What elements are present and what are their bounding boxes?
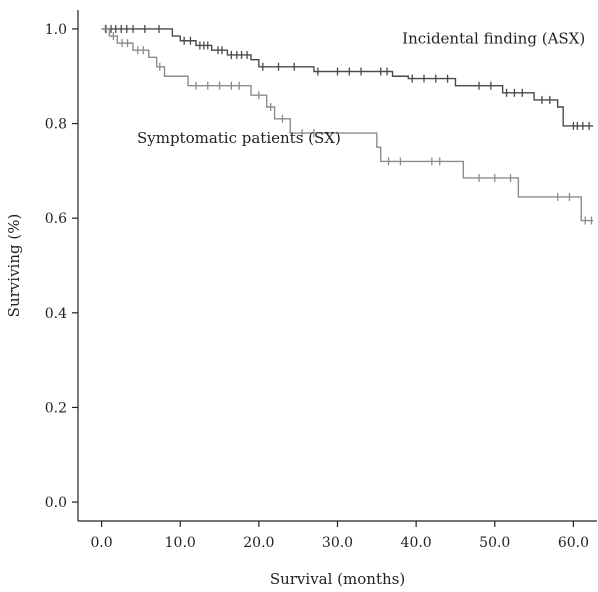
series-labels: Incidental finding (ASX) Symptomatic pat… xyxy=(137,29,585,146)
y-tick-label: 0.8 xyxy=(45,117,67,133)
series-incidental-finding xyxy=(101,24,594,130)
x-tick-label: 20.0 xyxy=(243,535,274,551)
y-axis-title: Surviving (%) xyxy=(5,214,23,318)
x-tick-label: 50.0 xyxy=(479,535,510,551)
survival-curve-line xyxy=(101,28,594,222)
y-ticks: 0.0 0.2 0.4 0.6 0.8 1.0 xyxy=(45,22,78,511)
series-layer xyxy=(101,24,594,225)
y-tick-label: 0.6 xyxy=(45,211,67,227)
survival-curve-line xyxy=(101,28,594,127)
x-tick-label: 10.0 xyxy=(165,535,196,551)
x-tick-label: 0.0 xyxy=(90,535,112,551)
annotation-incidental-finding: Incidental finding (ASX) xyxy=(402,29,585,47)
x-axis-title: Survival (months) xyxy=(270,570,405,588)
y-tick-label: 1.0 xyxy=(45,22,67,38)
y-tick-label: 0.4 xyxy=(45,306,67,322)
y-tick-label: 0.2 xyxy=(45,400,67,416)
annotation-symptomatic-patients: Symptomatic patients (SX) xyxy=(137,129,341,147)
x-tick-label: 40.0 xyxy=(401,535,432,551)
x-tick-label: 60.0 xyxy=(558,535,589,551)
x-tick-label: 30.0 xyxy=(322,535,353,551)
axes xyxy=(77,10,597,522)
series-symptomatic-patients xyxy=(101,24,594,225)
y-tick-label: 0.0 xyxy=(45,495,67,511)
x-ticks: 0.0 10.0 20.0 30.0 40.0 50.0 60.0 xyxy=(90,521,589,551)
